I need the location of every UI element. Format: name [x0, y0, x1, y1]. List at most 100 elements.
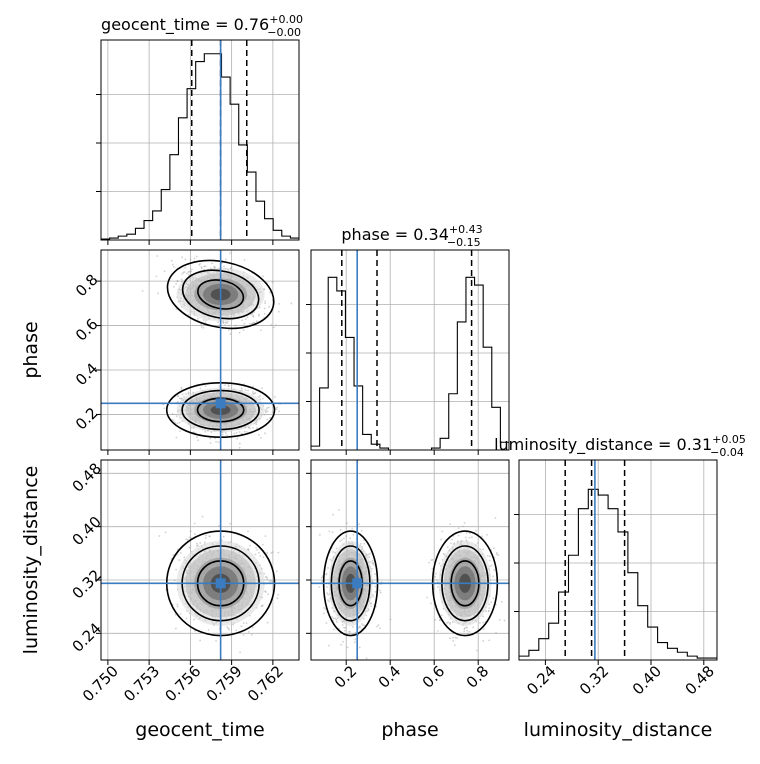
sample-point — [328, 644, 330, 647]
sample-point — [197, 544, 199, 547]
sample-point — [180, 397, 182, 400]
panel-2d-luminosity_distance-vs-geocent_time — [96, 459, 300, 665]
sample-point — [238, 442, 241, 445]
sample-point — [223, 265, 225, 268]
sample-point — [371, 559, 374, 562]
sample-point — [178, 559, 181, 562]
sample-point — [351, 527, 354, 530]
sample-point — [174, 627, 177, 630]
sample-point — [175, 436, 178, 439]
sample-point — [268, 580, 271, 583]
sample-point — [482, 621, 485, 624]
sample-point — [465, 626, 468, 629]
sample-point — [177, 395, 180, 398]
sample-point — [449, 623, 451, 625]
sample-point — [226, 320, 229, 323]
sample-point — [228, 384, 230, 387]
sample-point — [253, 321, 256, 324]
sample-point — [259, 398, 262, 401]
sample-point — [227, 627, 230, 630]
sample-point — [348, 630, 351, 633]
sample-point — [215, 639, 217, 642]
sample-point — [224, 258, 227, 261]
sample-point — [488, 639, 491, 642]
sample-point — [182, 271, 185, 274]
sample-point — [238, 331, 241, 334]
sample-point — [179, 612, 182, 615]
sample-point — [230, 266, 233, 268]
sample-point — [176, 422, 179, 425]
sample-point — [328, 600, 331, 603]
sample-point — [470, 536, 473, 538]
sample-point — [482, 615, 484, 618]
sample-point — [185, 392, 188, 395]
sample-point — [211, 262, 214, 265]
sample-point — [188, 546, 191, 549]
sample-point — [203, 541, 206, 544]
sample-point — [442, 552, 445, 555]
sample-point — [482, 628, 485, 631]
sample-point — [199, 262, 202, 265]
sample-point — [456, 637, 459, 639]
sample-point — [247, 389, 249, 392]
sample-point — [184, 266, 187, 269]
sample-point — [204, 537, 207, 539]
sample-point — [352, 633, 355, 635]
sample-point — [209, 437, 212, 440]
sample-point — [328, 530, 331, 533]
sample-point — [187, 313, 190, 316]
sample-point — [487, 610, 490, 613]
sample-point — [492, 597, 495, 600]
sample-point — [374, 585, 377, 588]
panel-hist-luminosity_distance: luminosity_distance = 0.31+0.05−0.04 — [494, 433, 746, 665]
sample-point — [195, 545, 198, 547]
sample-point — [233, 432, 236, 435]
sample-point — [246, 316, 249, 318]
sample-point — [441, 530, 444, 533]
sample-point — [490, 564, 493, 567]
sample-point — [372, 563, 375, 566]
sample-point — [358, 523, 360, 526]
sample-point — [197, 439, 200, 442]
panel-2d-phase-vs-geocent_time — [96, 249, 300, 455]
sample-point — [431, 558, 434, 561]
sample-point — [265, 408, 268, 411]
sample-point — [264, 432, 266, 435]
panel-hist-phase: phase = 0.34+0.43−0.15 — [306, 223, 510, 455]
sample-point — [323, 606, 325, 609]
sample-point — [363, 542, 366, 545]
sample-point — [267, 406, 270, 409]
sample-point — [252, 426, 254, 429]
sample-point — [278, 302, 281, 305]
sample-point — [175, 415, 178, 418]
sample-point — [323, 612, 325, 615]
truth-marker — [215, 578, 226, 589]
sample-point — [204, 265, 207, 268]
sample-point — [177, 395, 179, 397]
sample-point — [377, 624, 380, 627]
sample-point — [465, 539, 468, 542]
sample-point — [221, 320, 224, 323]
histogram-geocent_time — [101, 53, 299, 240]
sample-point — [476, 542, 479, 544]
sample-point — [251, 322, 254, 325]
sample-point — [463, 522, 466, 524]
sample-point — [344, 629, 346, 632]
sample-point — [261, 604, 264, 607]
sample-point — [226, 434, 229, 437]
sample-point — [426, 596, 429, 599]
sample-point — [486, 533, 488, 536]
sample-point — [200, 266, 203, 268]
sample-point — [495, 553, 498, 556]
sample-point — [263, 307, 266, 310]
sample-point — [363, 624, 366, 627]
sample-point — [247, 630, 250, 633]
sample-point — [450, 538, 453, 541]
sample-point — [327, 567, 329, 569]
sample-point — [204, 430, 207, 433]
sample-point — [221, 433, 224, 436]
sample-point — [466, 626, 468, 629]
sample-point — [181, 273, 184, 275]
sample-point — [327, 593, 329, 596]
sample-point — [374, 590, 377, 593]
